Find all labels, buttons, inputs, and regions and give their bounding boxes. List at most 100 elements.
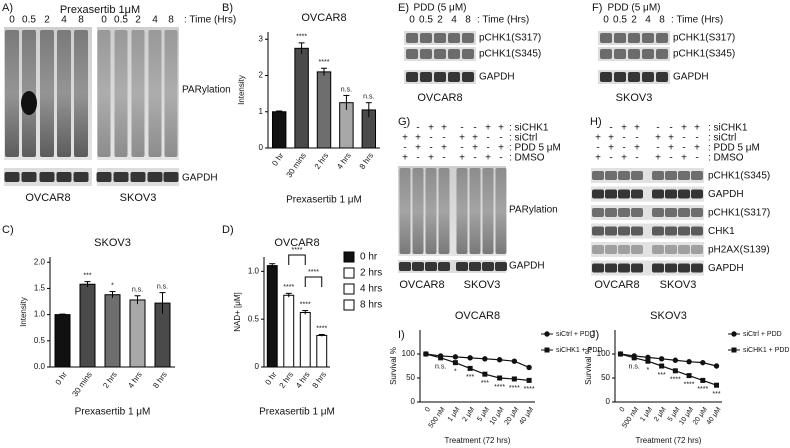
significance-label: **** [283,284,294,291]
condition-sign: - [499,133,502,144]
significance-label: **** [509,385,520,392]
blot-band [652,171,664,180]
y-axis-label: Survival % [389,347,398,385]
time-axis-label: : Time (Hrs) [671,15,723,26]
blot-band [600,33,612,43]
significance-label: **** [697,386,708,393]
y-tick-label: 100 [597,349,611,358]
blot-spot [21,91,37,115]
condition-label: : siCtrl [708,133,736,144]
y-tick-label: 1.5 [34,284,46,293]
blot-band [592,171,604,180]
condition-label: : PDD 5 μM [708,143,760,154]
significance-label: *** [481,380,489,387]
legend-swatch [343,251,355,263]
significance-label: n.s. [341,86,352,93]
condition-sign: - [695,133,698,144]
blot-band [438,168,450,254]
blot-band [652,226,664,236]
blot-band [592,245,604,254]
blot-band [642,33,654,43]
point [700,377,706,383]
point [731,331,737,337]
blot-band [399,168,411,254]
significance-label: n.s. [629,364,640,371]
significance-label: **** [319,59,330,66]
condition-sign: + [621,123,627,134]
bar [104,294,121,368]
blot-band [656,49,668,59]
condition-sign: - [596,123,599,134]
blot-band [399,262,411,271]
panel-label: A) [2,2,13,14]
blot-band [665,263,677,273]
blot-band [412,168,424,254]
blot-band [678,189,690,199]
blot-band [148,30,162,157]
panel-label: B) [222,2,233,14]
blot-band [678,226,690,236]
condition-label: : siCtrl [509,133,537,144]
chart-title: SKOV3 [650,310,687,322]
x-tick-label: 0 [424,406,432,413]
blot-band [605,245,617,254]
time-label: 0.5 [114,15,128,26]
y-axis-label: NAD+ [μM] [233,292,242,332]
time-label: 0 [409,15,415,26]
blot-band [605,189,617,199]
blot-band [631,263,643,273]
blot-band [448,33,460,43]
time-label: 4 [645,15,651,26]
blot-band [665,245,677,254]
bar [316,334,328,368]
blot-band [130,172,146,182]
x-tick-label: 0 hr [270,151,285,168]
blot-band [448,49,460,59]
significance-label: *** [83,272,91,279]
blot-band [434,33,446,43]
cell-line-label: OVCAR8 [594,279,639,291]
condition-sign: - [682,143,685,154]
panel-label: H) [590,116,602,128]
blot-band [425,168,437,254]
condition-sign: + [668,143,674,154]
condition-sign: + [655,153,661,164]
blot-band [665,208,677,217]
cell-line-label: OVCAR8 [25,192,70,204]
condition-sign: - [442,153,445,164]
blot-band [462,33,474,43]
significance-label: * [454,368,457,375]
condition-sign: - [609,153,612,164]
blot-band [652,263,664,273]
significance-label: n.s. [435,364,446,371]
bar [294,47,309,149]
blot-band [592,226,604,236]
panel-label: E) [398,2,409,14]
condition-sign: - [486,143,489,154]
significance-label: *** [712,391,720,398]
significance-label: *** [466,374,474,381]
y-tick-label: 50 [406,373,415,382]
blot-band [605,226,617,236]
blot-band [618,171,630,180]
x-axis-label: Treatment (72 hrs) [445,436,511,445]
x-tick-label: 1 μM [447,406,462,423]
legend-label: 8 hrs [360,300,382,311]
significance-label: **** [670,377,681,384]
x-tick-label: 8 hrs [151,370,169,390]
blot-band [678,263,690,273]
condition-label: : DMSO [708,153,744,164]
condition-sign: - [656,123,659,134]
blot-band [691,226,703,236]
point [713,363,720,369]
x-tick-label: 2 μM [653,406,668,423]
condition-sign: + [694,123,700,134]
point [731,347,737,353]
blot-band [456,262,468,271]
point [659,363,665,369]
blot-band [73,172,89,182]
blot-band [652,245,664,254]
blot-band [4,172,20,182]
blot-title: PDD (5 μM) [608,3,661,14]
condition-sign: - [596,143,599,154]
